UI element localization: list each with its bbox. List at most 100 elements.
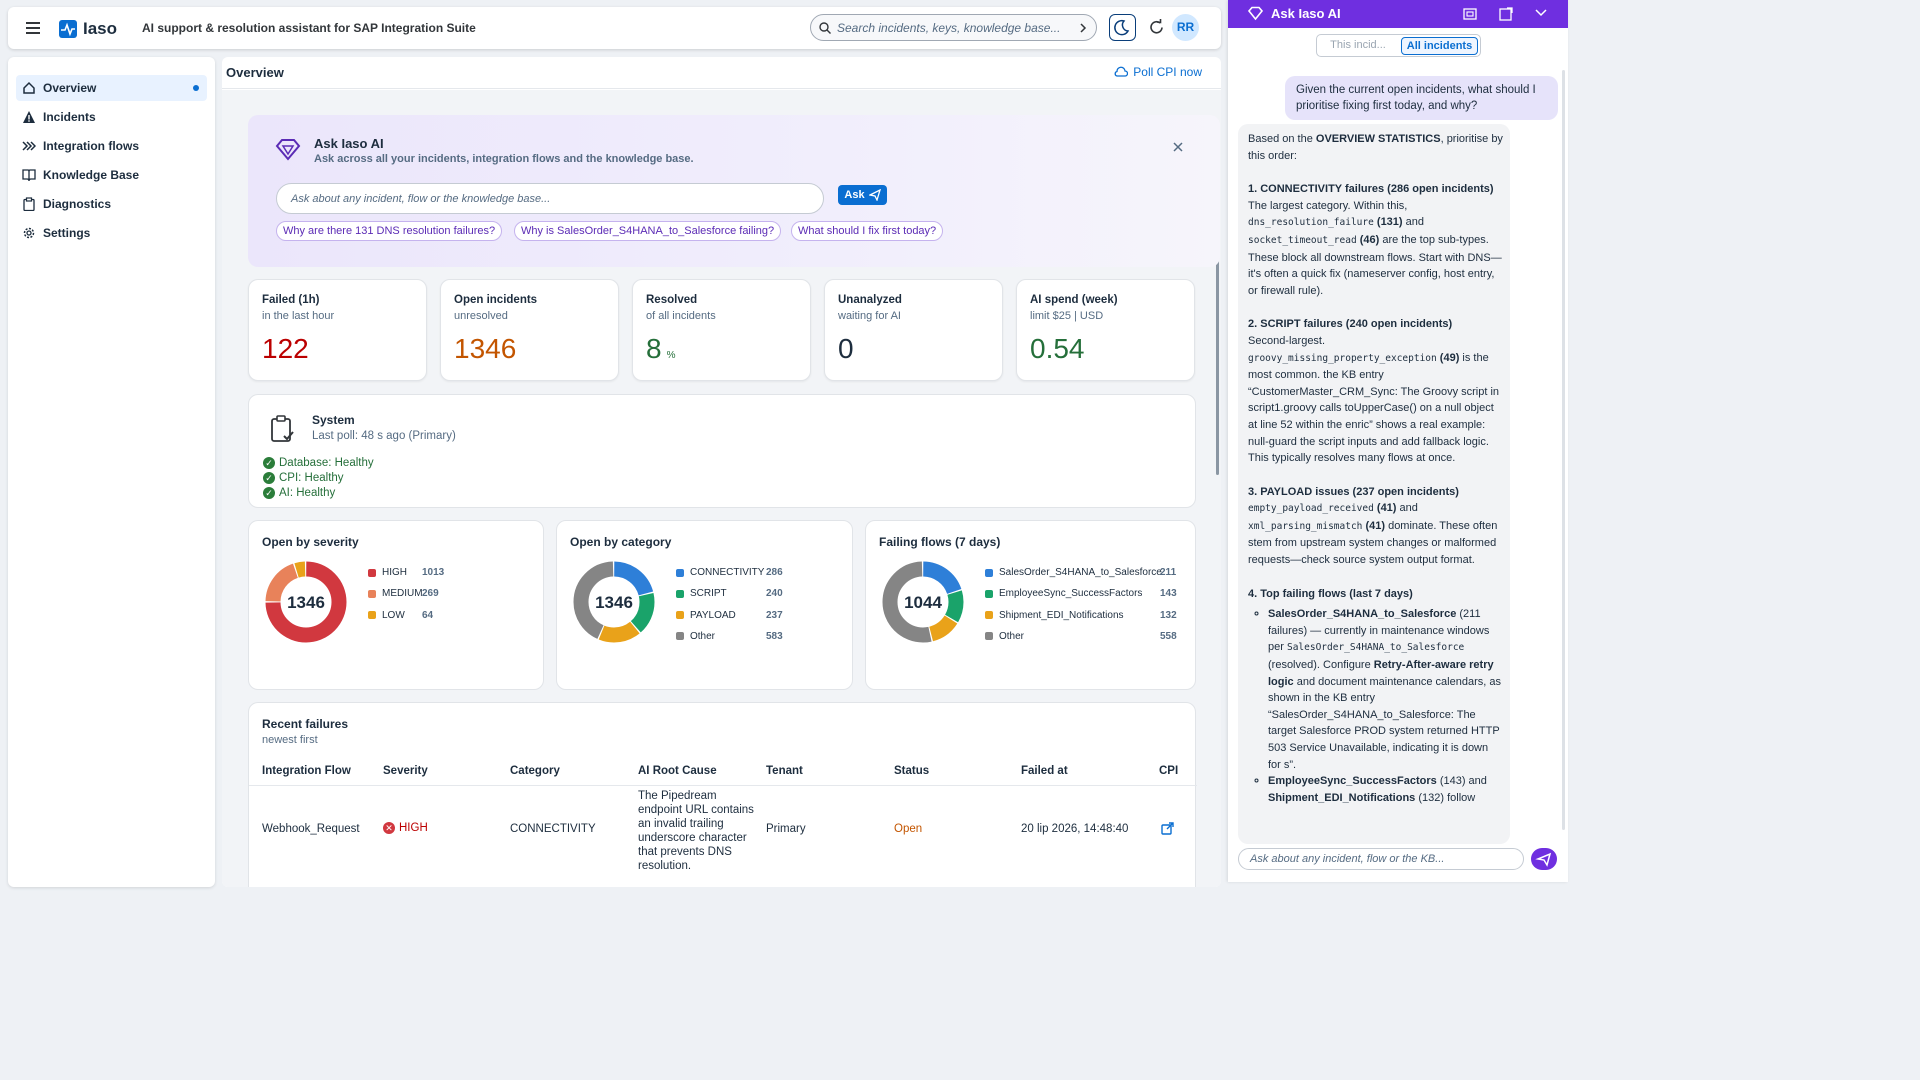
column-header[interactable]: Tenant	[766, 765, 803, 777]
main-content: Overview Poll CPI now Ask Iaso AI Ask ac…	[222, 57, 1221, 887]
external-link-icon[interactable]	[1161, 822, 1174, 835]
column-header[interactable]: AI Root Cause	[638, 765, 717, 777]
legend-value: 143	[1160, 588, 1177, 600]
app-logo[interactable]: Iaso	[59, 19, 117, 39]
legend-item[interactable]: MEDIUM	[368, 588, 423, 599]
maximize-icon[interactable]	[1499, 7, 1513, 21]
legend-item[interactable]: Shipment_EDI_Notifications	[985, 610, 1124, 621]
legend-item[interactable]: EmployeeSync_SuccessFactors	[985, 588, 1142, 599]
health-ai: ✓ AI: Healthy	[263, 487, 335, 499]
legend-label: EmployeeSync_SuccessFactors	[999, 588, 1143, 600]
legend-label: HIGH	[382, 567, 407, 578]
donut-slice-script[interactable]	[573, 561, 655, 643]
theme-toggle-button[interactable]	[1109, 14, 1136, 41]
legend-value: 211	[1160, 567, 1177, 578]
ask-button[interactable]: Ask	[838, 185, 887, 205]
column-header[interactable]: Severity	[383, 765, 428, 777]
table-title: Recent failures	[262, 717, 349, 731]
legend-swatch	[676, 611, 684, 620]
donut-slice-other[interactable]	[882, 561, 964, 643]
sidebar: Overview Incidents Integration flows Kno…	[8, 57, 215, 887]
column-header[interactable]: CPI	[1159, 765, 1179, 777]
column-header[interactable]: Integration Flow	[262, 765, 351, 777]
panel-scrollbar[interactable]	[1562, 70, 1565, 830]
ai-panel-title: Ask Iaso AI	[1271, 6, 1341, 21]
check-icon: ✓	[263, 457, 275, 469]
overview-scroll-area[interactable]: Ask Iaso AI Ask across all your incident…	[222, 90, 1221, 887]
sidebar-item-diagnostics[interactable]: Diagnostics	[16, 191, 207, 217]
legend-label: Other	[999, 630, 1025, 642]
legend-item[interactable]: PAYLOAD	[676, 610, 736, 621]
send-button[interactable]	[1531, 848, 1557, 870]
clipboard-check-icon	[270, 414, 296, 444]
donut-slice-employeesync-successfactors[interactable]	[882, 561, 964, 643]
chevron-right-icon[interactable]	[1079, 22, 1087, 34]
donut-slice-high[interactable]	[265, 561, 347, 643]
suggestion-chip[interactable]: Why are there 131 DNS resolution failure…	[276, 221, 503, 241]
search-placeholder: Search incidents, keys, knowledge base..…	[837, 21, 1061, 35]
kpi-unanalyzed[interactable]: Unanalyzed waiting for AI 0	[824, 279, 1003, 381]
close-icon[interactable]	[1173, 142, 1183, 152]
kpi-title: Unanalyzed	[838, 294, 902, 306]
legend-item[interactable]: LOW	[368, 610, 405, 621]
column-header[interactable]: Failed at	[1021, 765, 1068, 777]
legend-value: 237	[766, 609, 783, 621]
tab-all-incidents[interactable]: All incidents	[1401, 37, 1478, 55]
kpi-subtitle: in the last hour	[262, 310, 335, 322]
refresh-button[interactable]	[1143, 14, 1170, 41]
suggestion-chip[interactable]: What should I fix first today?	[791, 221, 944, 241]
kpi-open-incidents[interactable]: Open incidents unresolved 1346	[440, 279, 619, 381]
ai-chat-input[interactable]: Ask about any incident, flow or the KB..…	[1238, 848, 1524, 870]
kpi-failed-1h[interactable]: Failed (1h) in the last hour 122	[248, 279, 427, 381]
book-icon	[22, 169, 36, 182]
legend-swatch	[676, 632, 684, 641]
legend-swatch	[985, 568, 993, 577]
legend-value: 269	[422, 588, 439, 600]
legend-item[interactable]: Other	[676, 631, 715, 642]
kpi-ai-spend[interactable]: AI spend (week) limit $25 | USD 0.54	[1016, 279, 1195, 381]
active-indicator	[193, 85, 199, 91]
legend-item[interactable]: CONNECTIVITY	[676, 567, 764, 578]
legend-item[interactable]: Other	[985, 631, 1024, 642]
kpi-value: 0.54	[1030, 333, 1085, 364]
ask-input[interactable]: Ask about any incident, flow or the know…	[276, 183, 824, 214]
scrollbar[interactable]	[1216, 130, 1219, 475]
donut-chart: 1346	[573, 561, 655, 643]
popout-icon[interactable]	[1463, 7, 1477, 21]
cell-root-cause: The Pipedream endpoint URL contains an i…	[638, 790, 754, 872]
sidebar-item-incidents[interactable]: Incidents	[16, 104, 207, 130]
poll-cpi-button[interactable]: Poll CPI now	[1114, 65, 1202, 79]
table-row[interactable]: Webhook_Request ✕ HIGH CONNECTIVITY The …	[249, 786, 1197, 876]
column-header[interactable]: Status	[894, 765, 930, 777]
column-header[interactable]: Category	[510, 765, 560, 777]
ask-card-subtitle: Ask across all your incidents, integrati…	[314, 153, 694, 165]
sidebar-item-integration-flows[interactable]: Integration flows	[16, 133, 207, 159]
sidebar-item-settings[interactable]: Settings	[16, 220, 207, 246]
chart-title: Open by severity	[262, 535, 359, 549]
tab-this-incident[interactable]: This incid...	[1330, 39, 1386, 51]
flows-icon	[22, 141, 36, 151]
app-name: Iaso	[83, 19, 118, 38]
legend-value: 558	[1160, 630, 1177, 642]
legend-label: CONNECTIVITY	[690, 567, 765, 578]
sidebar-item-knowledge-base[interactable]: Knowledge Base	[16, 162, 207, 188]
legend-label: SalesOrder_S4HANA_to_Salesforce	[999, 567, 1162, 578]
user-avatar[interactable]: RR	[1172, 14, 1199, 41]
legend-item[interactable]: SalesOrder_S4HANA_to_Salesforce	[985, 567, 1162, 578]
kpi-resolved[interactable]: Resolved of all incidents 8%	[632, 279, 811, 381]
clipboard-icon	[23, 197, 35, 211]
legend-value: 286	[766, 567, 783, 578]
donut-slice-payload[interactable]	[573, 561, 655, 643]
legend-swatch	[676, 589, 684, 598]
sidebar-item-label: Integration flows	[43, 139, 139, 153]
search-input[interactable]: Search incidents, keys, knowledge base..…	[810, 14, 1097, 41]
sidebar-item-overview[interactable]: Overview	[16, 75, 207, 101]
menu-icon[interactable]	[26, 22, 40, 34]
cell-status: Open	[894, 823, 923, 835]
chevron-down-icon[interactable]	[1535, 9, 1547, 18]
legend-item[interactable]: HIGH	[368, 567, 407, 578]
suggestion-chip[interactable]: Why is SalesOrder_S4HANA_to_Salesforce f…	[514, 221, 782, 241]
donut-slice-other[interactable]	[573, 561, 655, 643]
legend-item[interactable]: SCRIPT	[676, 588, 727, 599]
recent-failures-table: Recent failures newest first Integration…	[248, 702, 1197, 887]
